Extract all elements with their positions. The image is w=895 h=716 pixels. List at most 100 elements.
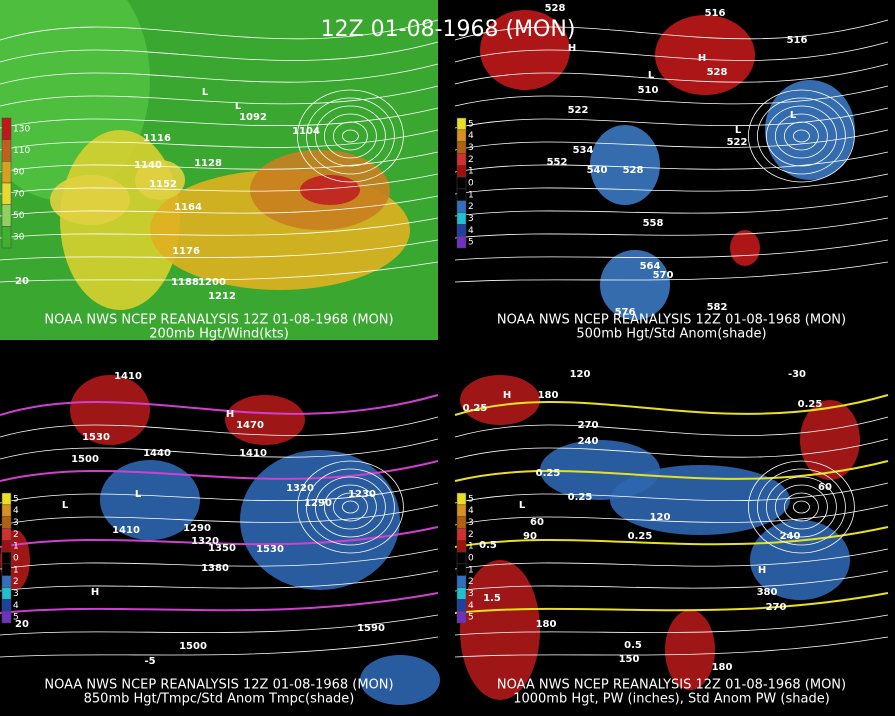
- contour-line: [0, 173, 439, 195]
- colorbar-swatch: [456, 129, 467, 142]
- colorbar-swatch: [456, 528, 467, 541]
- contour-label: -5: [144, 656, 155, 667]
- contour-label: 534: [573, 145, 594, 156]
- colorbar-swatch: [1, 204, 12, 227]
- contour-line: [332, 121, 368, 151]
- colorbar-swatch: [456, 540, 467, 553]
- contour-label: L: [62, 500, 69, 511]
- contour-label: 270: [766, 602, 787, 613]
- contour-label: 576: [615, 307, 636, 318]
- colorbar-swatch: [456, 188, 467, 201]
- contour-line: [454, 438, 889, 460]
- contour-label: 240: [780, 531, 801, 542]
- colorbar-swatch: [456, 504, 467, 517]
- contour-line: [0, 63, 439, 85]
- contour-label: 1530: [256, 544, 284, 555]
- colorbar-swatch: [1, 139, 12, 162]
- contour-label: L: [519, 500, 526, 511]
- contour-line: [332, 492, 368, 522]
- map-panel: 130 110 90 70 50 30 1116 1140 1152 1128 1164 1104 10…: [0, 0, 439, 342]
- contour-line: [0, 195, 439, 217]
- contour-line: [454, 548, 889, 570]
- colorbar-label: 1: [468, 565, 474, 575]
- contour-line: [314, 476, 386, 538]
- colorbar-swatch: [456, 165, 467, 178]
- contour-label: 1380: [201, 563, 229, 574]
- shaded-area: [800, 400, 860, 480]
- contour-line: [0, 19, 439, 41]
- contour-label: 564: [640, 261, 661, 272]
- colorbar-label: 1: [13, 542, 19, 552]
- colorbar-label: 4: [13, 601, 19, 611]
- panel-subcaption: 500mb Hgt/Std Anom(shade): [576, 327, 766, 342]
- contour-label: 1.5: [483, 593, 501, 604]
- colorbar-label: 3: [468, 589, 474, 599]
- colorbar-swatch: [1, 182, 12, 205]
- contour-label: H: [91, 587, 99, 598]
- colorbar-label: 5: [468, 494, 474, 504]
- colorbar-label: 2: [468, 202, 474, 212]
- colorbar-label: 0: [13, 554, 19, 564]
- colorbar-label: 70: [13, 189, 25, 199]
- contour-line: [454, 85, 889, 107]
- contour-line: [757, 97, 846, 175]
- colorbar-swatch: [1, 575, 12, 588]
- colorbar-label: 0: [468, 554, 474, 564]
- colorbar-label: 1: [468, 167, 474, 177]
- contour-line: [454, 19, 889, 41]
- contour-line: [323, 113, 377, 159]
- colorbar-swatch: [1, 599, 12, 612]
- contour-label: -30: [788, 369, 806, 380]
- shaded-area: [100, 460, 200, 540]
- colorbar-swatch: [1, 504, 12, 517]
- contour-line: [454, 482, 889, 504]
- contour-line: [454, 217, 889, 239]
- contour-line: [454, 504, 889, 526]
- contour-line: [748, 460, 855, 554]
- shaded-area: [50, 175, 130, 225]
- contour-line: [454, 195, 889, 217]
- colorbar-swatch: [456, 224, 467, 237]
- shaded-area: [70, 375, 150, 445]
- contour-line: [296, 460, 404, 554]
- contour-label: 1140: [134, 160, 162, 171]
- contour-line: [0, 261, 439, 283]
- colorbar-swatch: [456, 176, 467, 190]
- shaded-area: [655, 15, 755, 95]
- colorbar-label: 4: [468, 506, 474, 516]
- contour-line: [793, 500, 810, 514]
- contour-label: 1410: [239, 448, 267, 459]
- contour-label: 570: [653, 270, 674, 281]
- contour-label: L: [735, 125, 742, 136]
- panel-subcaption: 1000mb Hgt, PW (inches), Std Anom PW (sh…: [513, 692, 830, 707]
- contour-label: 1290: [183, 523, 211, 534]
- contour-line: [0, 85, 439, 107]
- shaded-area: [750, 520, 850, 600]
- contour-label: 150: [619, 654, 640, 665]
- contour-label: 120: [650, 512, 671, 523]
- colorbar-label: 3: [468, 518, 474, 528]
- contour-label: 0.5: [624, 640, 642, 651]
- map-panel: 543210123451201802702400.250.250.250.250…: [454, 369, 889, 707]
- contour-line: [0, 614, 439, 636]
- contour-label: 1176: [172, 246, 200, 257]
- shaded-area: [540, 440, 660, 500]
- colorbar-swatch: [1, 226, 12, 249]
- contour-label: 20: [15, 619, 29, 630]
- contour-line: [766, 105, 837, 167]
- contour-line: [0, 460, 439, 482]
- contour-label: 1500: [179, 641, 207, 652]
- contour-label: 120: [570, 369, 591, 380]
- contour-line: [793, 129, 810, 143]
- contour-label: 0.25: [798, 399, 823, 410]
- contour-label: 1590: [357, 623, 385, 634]
- contour-line: [0, 526, 439, 548]
- contour-label: L: [790, 110, 797, 121]
- contour-label: H: [226, 409, 234, 420]
- contour-line: [0, 416, 439, 438]
- shaded-area: [460, 560, 540, 700]
- contour-line: [0, 129, 439, 151]
- colorbar-label: 3: [468, 143, 474, 153]
